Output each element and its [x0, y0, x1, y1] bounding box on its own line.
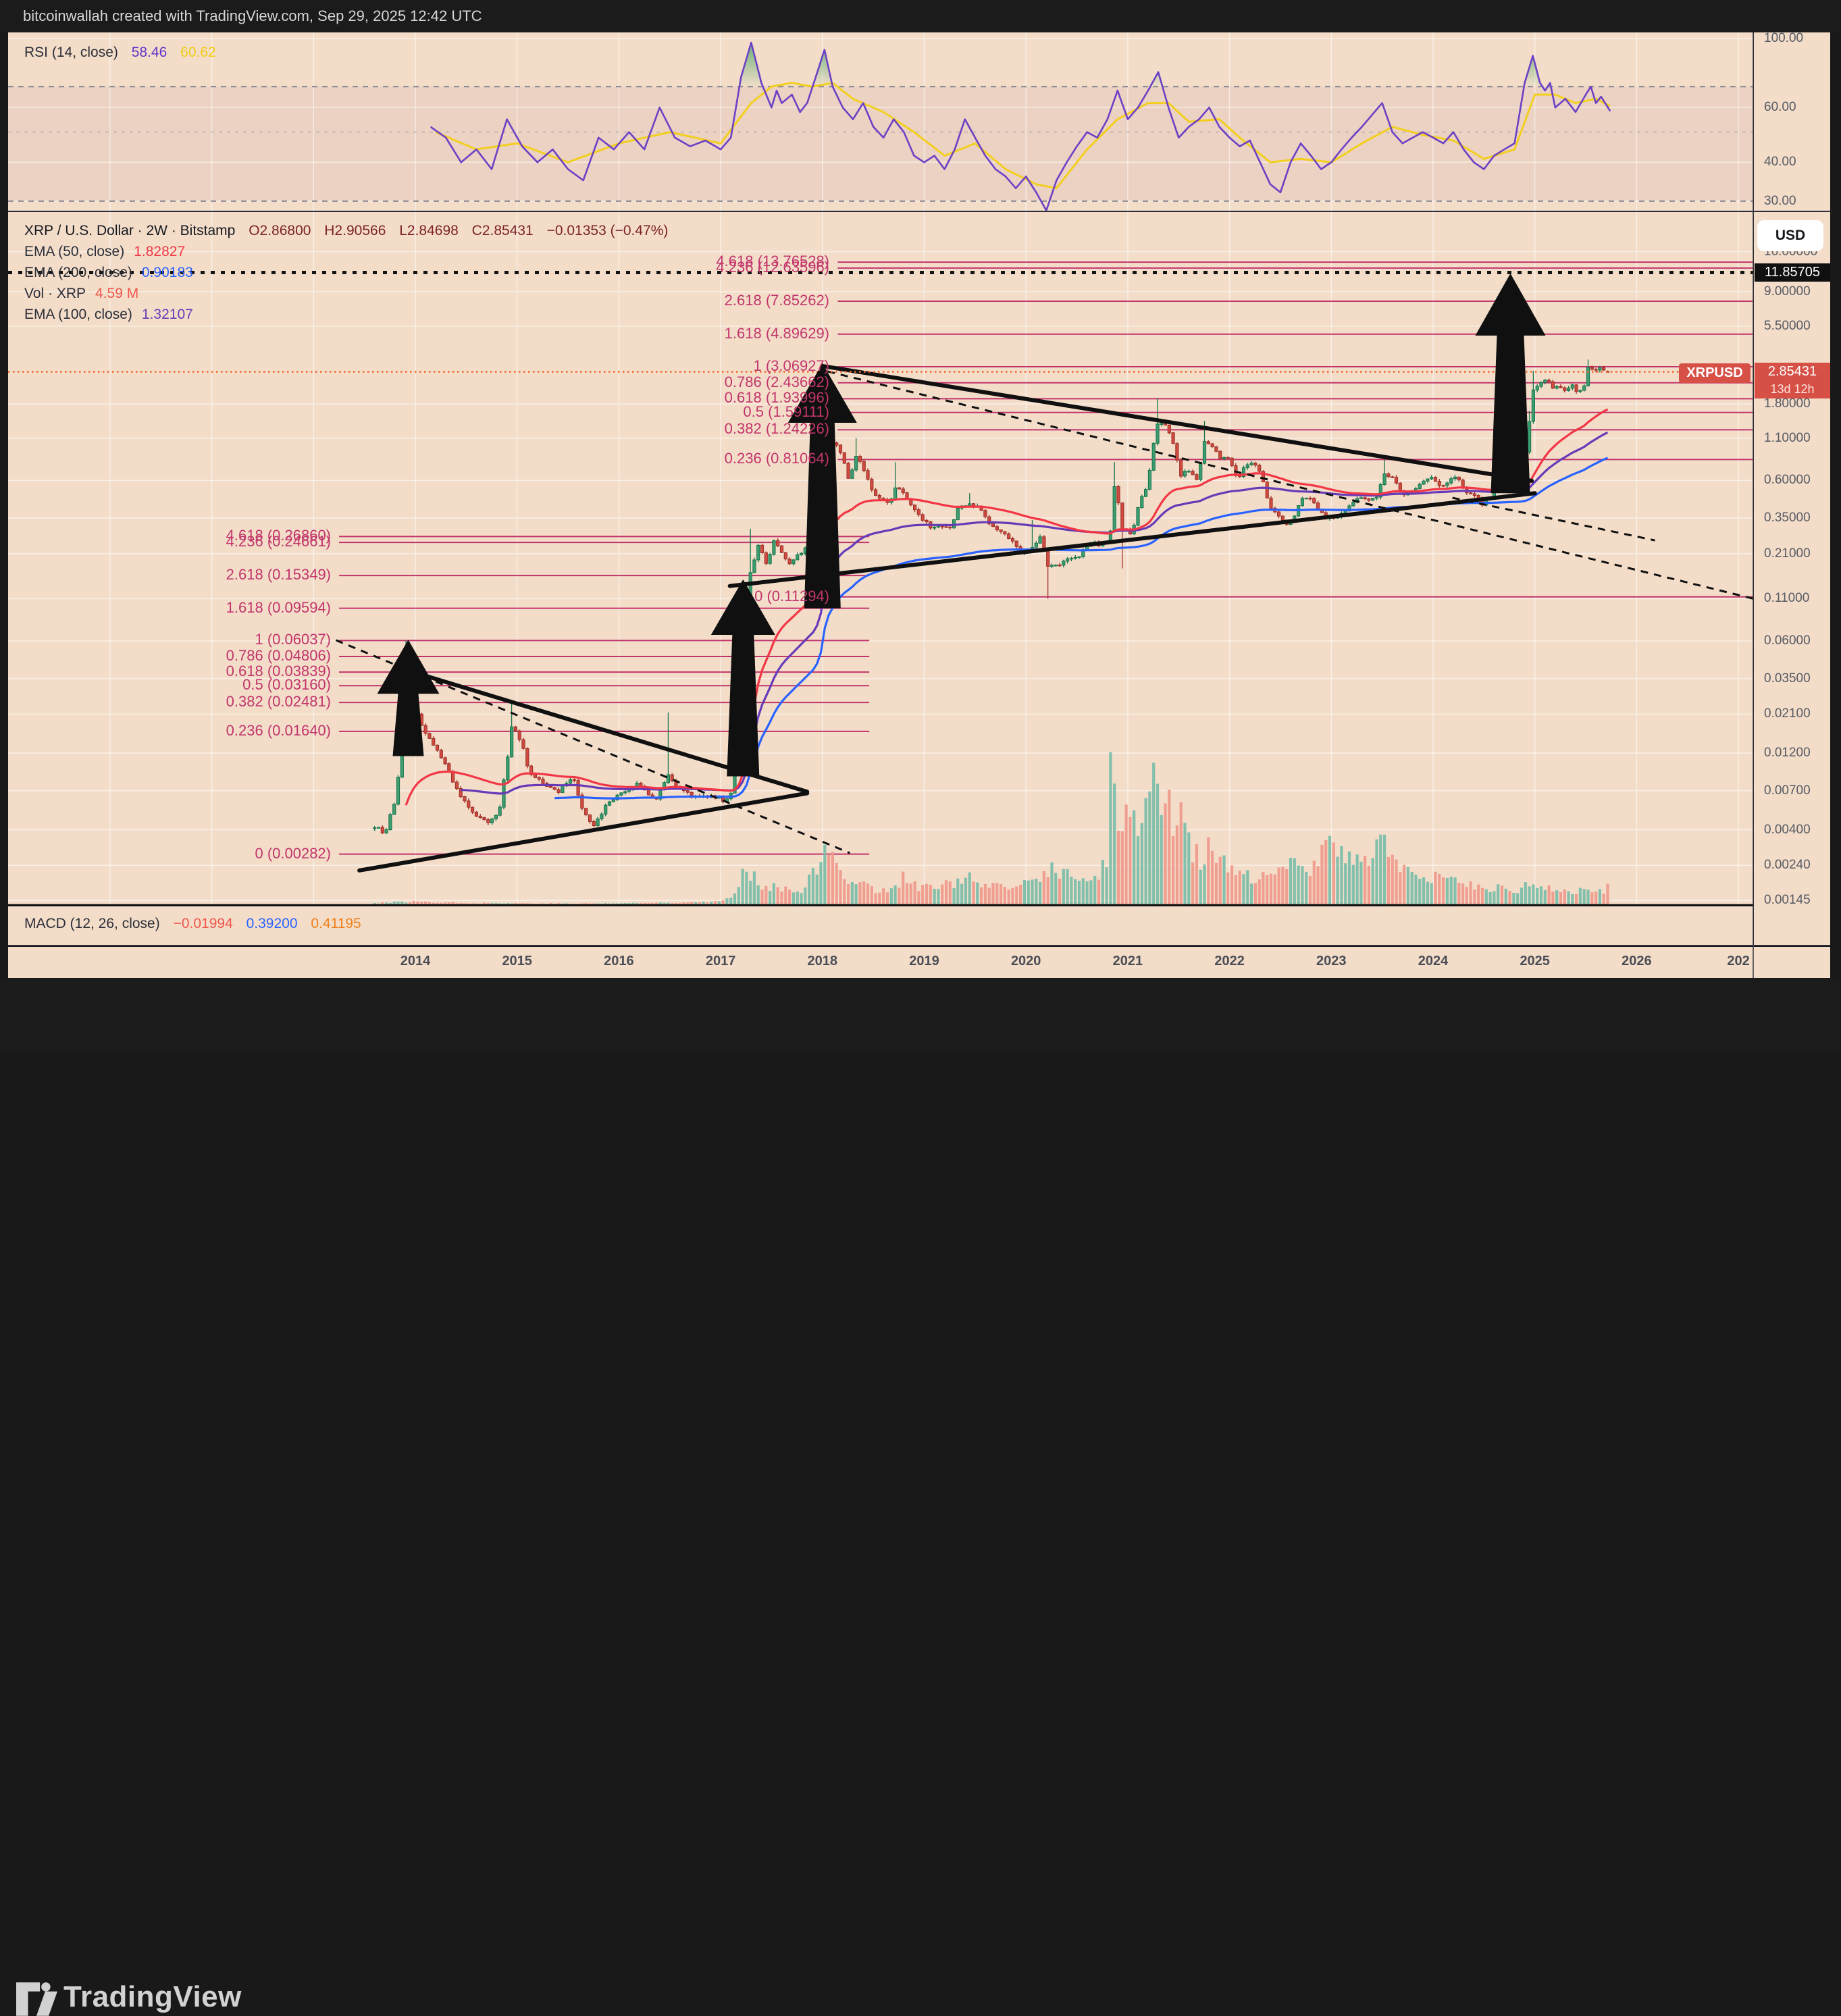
- attribution-text: bitcoinwallah created with TradingView.c…: [23, 7, 482, 24]
- chart-canvas[interactable]: [0, 0, 1841, 1052]
- tradingview-wordmark[interactable]: TradingView: [63, 1980, 242, 2013]
- attribution-bar: bitcoinwallah created with TradingView.c…: [0, 0, 1841, 32]
- tradingview-logo-icon[interactable]: [16, 1982, 58, 2016]
